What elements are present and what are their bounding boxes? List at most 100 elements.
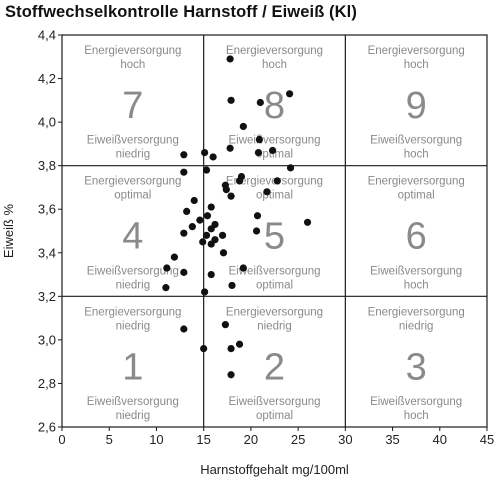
x-axis-ticks: 0 5 10 15 20 25 30 35 40 45 bbox=[58, 427, 494, 447]
data-point-47 bbox=[201, 288, 209, 296]
y-tick-label: 4,4 bbox=[38, 28, 56, 43]
data-point-15 bbox=[286, 164, 295, 172]
zone-top-line1: Energieversorgung bbox=[84, 176, 181, 188]
data-point-24 bbox=[183, 207, 191, 215]
x-tick-label: 5 bbox=[106, 432, 113, 447]
data-point-3 bbox=[256, 98, 264, 107]
zone-top-line2: niedrig bbox=[116, 320, 151, 332]
data-point-27 bbox=[196, 216, 204, 224]
zone-bottom-line2: hoch bbox=[404, 149, 429, 161]
data-point-35 bbox=[218, 231, 227, 239]
zone-2: Energieversorgung niedrig 2 Eiweißversorgun… bbox=[226, 306, 323, 422]
data-point-17 bbox=[235, 177, 244, 185]
data-point-41 bbox=[239, 264, 247, 272]
x-tick-label: 25 bbox=[291, 432, 305, 447]
zone-number: 9 bbox=[406, 85, 427, 127]
zone-top-line1: Energieversorgung bbox=[368, 306, 465, 318]
x-tick-label: 20 bbox=[244, 432, 258, 447]
y-tick-label: 3,8 bbox=[38, 158, 56, 173]
zone-top-line1: Energieversorgung bbox=[368, 45, 465, 57]
data-point-4 bbox=[239, 122, 247, 131]
zone-number: 4 bbox=[122, 216, 143, 258]
x-tick-label: 15 bbox=[196, 432, 210, 447]
y-tick-label: 2,8 bbox=[38, 376, 56, 391]
zone-bottom-line1: Eiweißversorgung bbox=[87, 396, 179, 408]
x-tick-label: 35 bbox=[385, 432, 399, 447]
zone-number: 1 bbox=[122, 346, 143, 388]
data-point-38 bbox=[207, 240, 215, 248]
zone-bottom-line2: niedrig bbox=[116, 410, 151, 422]
zone-bottom-line1: Eiweißversorgung bbox=[87, 265, 179, 277]
chart-title: Stoffwechselkontrolle Harnstoff / Eiweiß… bbox=[5, 3, 357, 21]
data-point-20 bbox=[263, 188, 271, 196]
data-point-5 bbox=[255, 135, 263, 144]
zone-dividers bbox=[62, 35, 487, 427]
zone-6: Energieversorgung optimal 6 Eiweißversorgun… bbox=[368, 176, 465, 292]
zone-bottom-line2: hoch bbox=[404, 279, 429, 291]
zone-number: 2 bbox=[264, 346, 285, 388]
zone-top-line2: niedrig bbox=[399, 320, 434, 332]
zone-bottom-line2: niedrig bbox=[116, 279, 151, 291]
data-point-13 bbox=[180, 168, 188, 176]
zone-bottom-line2: optimal bbox=[256, 149, 293, 161]
x-tick-label: 45 bbox=[480, 432, 494, 447]
zone-bottom-line1: Eiweißversorgung bbox=[87, 135, 179, 147]
x-tick-label: 0 bbox=[58, 432, 65, 447]
data-points bbox=[162, 55, 312, 379]
y-tick-label: 2,6 bbox=[38, 420, 56, 435]
data-point-6 bbox=[269, 146, 277, 155]
zone-top-line2: hoch bbox=[120, 59, 145, 71]
zone-9: Energieversorgung hoch 9 Eiweißversorgung ho… bbox=[368, 45, 465, 161]
x-tick-label: 40 bbox=[433, 432, 447, 447]
data-point-44 bbox=[180, 268, 188, 276]
zone-bottom-line1: Eiweißversorgung bbox=[228, 135, 320, 147]
zone-bottom-line1: Eiweißversorgung bbox=[370, 265, 462, 277]
zone-3: Energieversorgung niedrig 3 Eiweißversorgun… bbox=[368, 306, 465, 422]
x-axis-label: Harnstoffgehalt mg/100ml bbox=[200, 462, 349, 477]
data-point-32 bbox=[252, 227, 261, 235]
zone-bottom-line1: Eiweißversorgung bbox=[228, 396, 320, 408]
zone-number: 6 bbox=[406, 216, 427, 258]
zone-bottom-line2: optimal bbox=[256, 410, 293, 422]
data-point-45 bbox=[228, 281, 236, 290]
zone-8: Energieversorgung hoch 8 Eiweißversorgung op… bbox=[226, 45, 323, 161]
x-tick-label: 10 bbox=[149, 432, 163, 447]
data-point-49 bbox=[180, 325, 188, 333]
data-point-1 bbox=[286, 90, 294, 98]
zone-5: Energieversorgungoptimal5Eiweißversorgun… bbox=[226, 176, 323, 292]
zone-top-line2: hoch bbox=[262, 59, 287, 71]
y-axis-label: Eiweiß % bbox=[1, 203, 16, 258]
zone-number: 3 bbox=[406, 346, 427, 388]
zone-7: Energieversorgung hoch 7 Eiweißversorgung ni… bbox=[84, 45, 181, 161]
zone-bottom-line2: optimal bbox=[256, 279, 293, 291]
zone-top-line2: optimal bbox=[398, 190, 435, 202]
y-axis-ticks: 2,6 2,8 3,0 3,2 3,4 3,6 3,8 4,0 4,2 4,4 bbox=[38, 28, 62, 435]
data-point-7 bbox=[201, 149, 209, 157]
y-tick-label: 3,6 bbox=[38, 202, 56, 217]
data-point-37 bbox=[199, 238, 207, 246]
zone-bottom-line2: niedrig bbox=[116, 149, 151, 161]
data-point-53 bbox=[227, 371, 235, 379]
y-tick-label: 4,0 bbox=[38, 115, 56, 130]
data-point-34 bbox=[202, 231, 211, 239]
data-point-12 bbox=[202, 166, 211, 174]
zone-top-line2: optimal bbox=[114, 190, 151, 202]
y-tick-label: 3,4 bbox=[38, 245, 56, 260]
data-point-10 bbox=[226, 144, 234, 152]
zone-1: Energieversorgung niedrig 1 Eiweißversorgun… bbox=[84, 306, 181, 422]
data-point-19 bbox=[222, 186, 230, 194]
data-point-30 bbox=[188, 223, 196, 231]
y-tick-label: 3,0 bbox=[38, 332, 56, 347]
plot-area bbox=[61, 34, 488, 428]
data-point-16 bbox=[273, 177, 281, 185]
data-point-40 bbox=[170, 253, 178, 261]
data-point-31 bbox=[207, 225, 215, 233]
data-point-51 bbox=[227, 345, 235, 353]
data-point-33 bbox=[180, 229, 188, 237]
data-point-48 bbox=[221, 321, 229, 329]
data-point-39 bbox=[219, 249, 228, 257]
zone-number: 5 bbox=[264, 216, 285, 258]
zone-top-line1: Energieversorgung bbox=[368, 176, 465, 188]
y-tick-label: 4,2 bbox=[38, 71, 56, 86]
